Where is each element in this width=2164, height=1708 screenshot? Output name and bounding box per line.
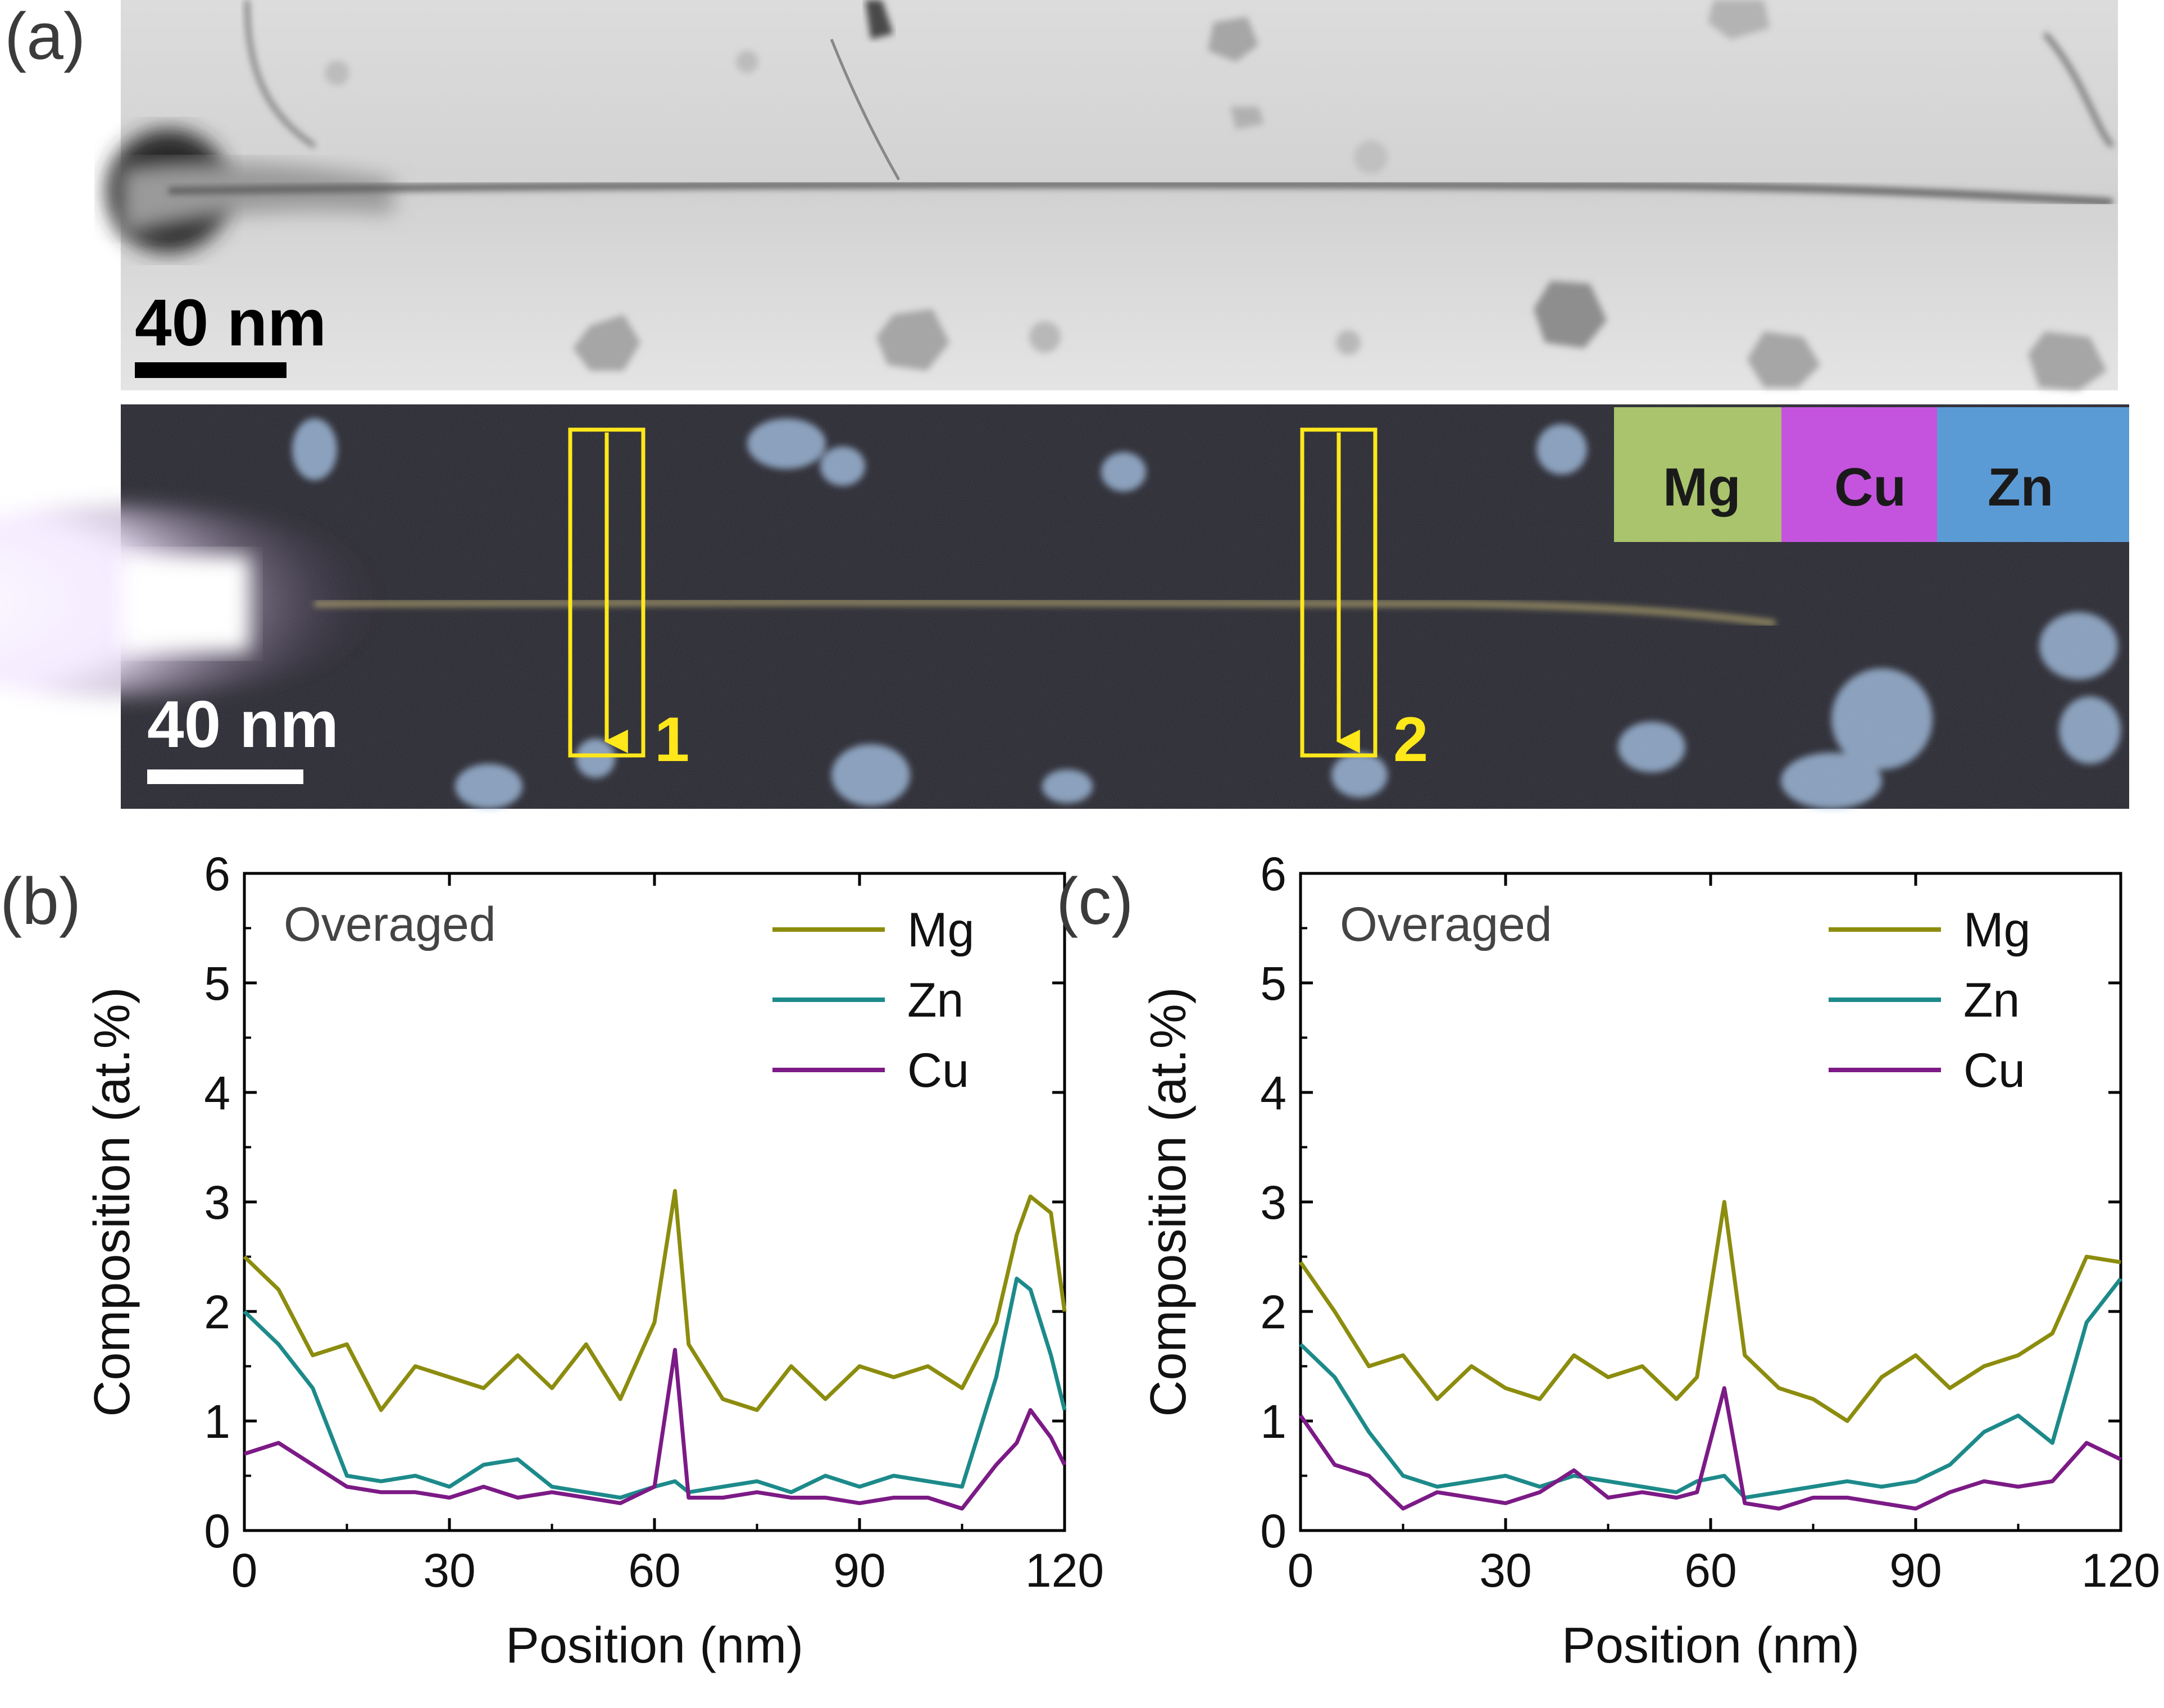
key-mg-label: Mg (1663, 457, 1741, 517)
panel-a-label: (a) (4, 0, 85, 74)
legend-label-mg: Mg (907, 903, 974, 957)
series-line-zn (243, 1277, 1067, 1500)
bf-scale-bar (135, 362, 287, 378)
x-tick-label: 30 (1479, 1544, 1531, 1597)
y-tick-label: 3 (1260, 1176, 1286, 1229)
key-cu-label: Cu (1834, 457, 1906, 517)
legend-label-cu: Cu (1963, 1044, 2025, 1097)
overaged-annotation: Overaged (1340, 898, 1552, 951)
y-tick-label: 1 (204, 1395, 230, 1448)
series-line-cu (1299, 1386, 2122, 1511)
chart-b: (b) 0 30 60 90 120 0 1 2 3 4 5 6 Position (nm) Compos… (0, 848, 1104, 1674)
x-tick-label: 120 (1025, 1544, 1104, 1597)
x-tick-label: 90 (833, 1544, 885, 1597)
y-tick-label: 3 (204, 1176, 230, 1229)
element-key: Mg Cu Zn (1614, 407, 2129, 542)
legend-label-mg: Mg (1963, 903, 2030, 957)
y-tick-label: 6 (204, 848, 230, 900)
y-tick-label: 1 (1260, 1395, 1286, 1448)
y-axis-title: Composition (at.%) (84, 987, 140, 1416)
x-tick-label: 120 (2081, 1544, 2160, 1597)
bf-scale-text: 40 nm (135, 286, 326, 360)
x-axis-title: Position (nm) (1562, 1618, 1860, 1674)
series-line-mg (1299, 1200, 2121, 1423)
panel-b-label: (b) (0, 864, 81, 939)
line-scan-box-1: 1 (568, 427, 689, 775)
x-tick-label: 0 (1288, 1544, 1314, 1597)
line-scan-label-2: 2 (1393, 704, 1428, 775)
eds-scale-text: 40 nm (147, 687, 339, 762)
chart-c: (c) 0 30 60 90 120 0 1 2 3 4 5 6 Position (nm) Compos… (1056, 848, 2160, 1674)
series-line-mg (243, 1189, 1067, 1412)
panel-c-label: (c) (1056, 864, 1134, 939)
y-tick-label: 5 (204, 957, 230, 1010)
x-tick-label: 30 (423, 1544, 475, 1597)
bf-tem-image: 40 nm (107, 0, 2118, 390)
x-tick-label: 60 (1684, 1544, 1736, 1597)
legend-label-cu: Cu (907, 1044, 969, 1097)
series-line-cu (243, 1347, 1067, 1511)
x-tick-label: 90 (1889, 1544, 1942, 1597)
y-tick-label: 0 (1260, 1505, 1286, 1557)
legend-label-zn: Zn (907, 973, 963, 1027)
x-tick-label: 60 (628, 1544, 680, 1597)
y-tick-label: 6 (1260, 848, 1286, 900)
y-tick-label: 0 (204, 1505, 230, 1557)
y-tick-label: 2 (1260, 1286, 1286, 1338)
plot-frame-c (1299, 872, 2122, 1532)
line-scan-box-2: 2 (1300, 427, 1428, 775)
y-tick-label: 5 (1260, 957, 1286, 1010)
key-cu-swatch (1781, 407, 1937, 542)
legend-label-zn: Zn (1963, 973, 2020, 1027)
overaged-annotation: Overaged (284, 898, 496, 951)
eds-map: 40 nm Mg Cu Zn 1 2 (0, 404, 2129, 809)
plot-frame-b (243, 872, 1066, 1532)
x-axis-title: Position (nm) (506, 1618, 803, 1674)
x-tick-label: 0 (231, 1544, 258, 1597)
y-tick-label: 2 (204, 1286, 230, 1338)
key-mg-swatch (1614, 407, 1781, 542)
key-zn-label: Zn (1988, 457, 2053, 517)
eds-scale-bar (147, 769, 303, 784)
y-axis-title: Composition (at.%) (1140, 987, 1197, 1416)
key-zn-swatch (1937, 407, 2129, 542)
y-tick-label: 4 (1260, 1067, 1286, 1119)
series-line-zn (1299, 1277, 2122, 1500)
y-tick-label: 4 (204, 1067, 230, 1119)
line-scan-label-1: 1 (654, 704, 689, 775)
